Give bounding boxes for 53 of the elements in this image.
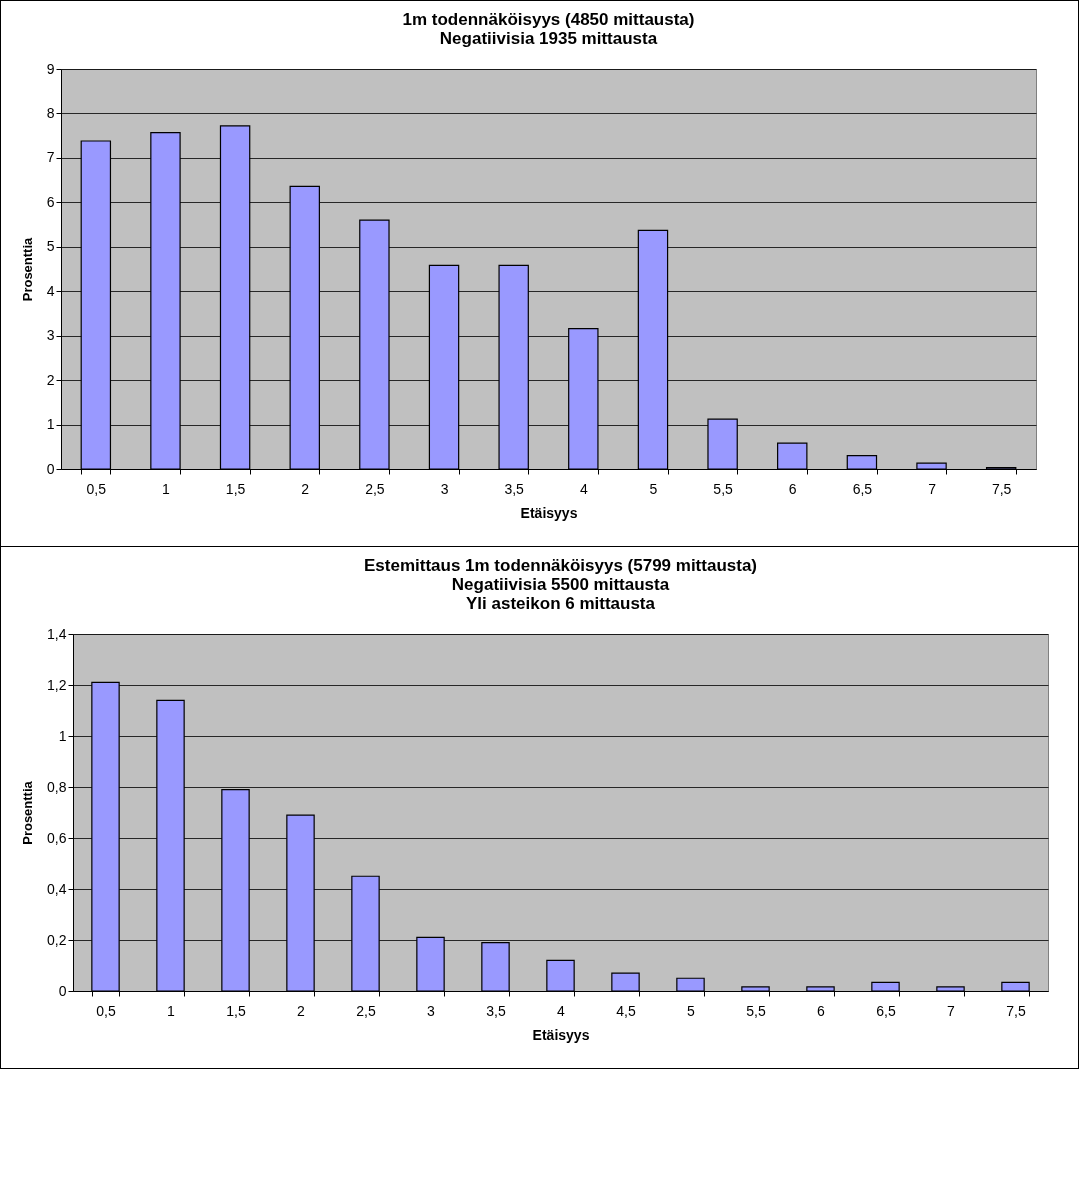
x-tick-label: 1 [162,480,171,497]
x-tick-label: 4,5 [616,1002,636,1019]
x-tick-label: 6,5 [852,480,873,497]
chart-title: Estemittaus 1m todennäköisyys (5799 mittausta) Negatiivisia 5500 mittausta Yli asteikon 6 mittausta [363,556,758,613]
x-axis-title: Etäisyys [520,504,578,521]
x-tick-label: 7,5 [991,480,1012,497]
y-tick-label: 0 [58,982,67,999]
x-tick-label: 5,5 [746,1002,766,1019]
y-tick-label: 0,8 [47,778,67,795]
x-tick-label: 2,5 [365,480,385,497]
x-tick-label: 4 [557,1002,566,1019]
y-tick-label: 7 [46,149,55,166]
x-tick-label: 1 [167,1002,176,1019]
x-tick-label: 6 [788,480,797,497]
x-tick-label: 2,5 [356,1002,376,1019]
x-tick-label: 2 [297,1002,306,1019]
x-tick-label: 1,5 [225,480,246,497]
x-tick-label: 0,5 [86,480,107,497]
x-tick-label: 4 [579,480,588,497]
y-tick-label: 1,4 [47,625,67,642]
y-tick-label: 5 [46,238,55,255]
y-tick-label: 8 [46,104,55,121]
x-tick-label: 3 [427,1002,436,1019]
x-tick-label: 5 [649,480,658,497]
y-axis-title: Prosenttia [20,780,36,845]
y-tick-label: 1,2 [47,676,67,693]
x-tick-label: 7 [947,1002,956,1019]
x-tick-label: 7 [928,480,937,497]
x-tick-label: 5 [687,1002,696,1019]
x-tick-label: 0,5 [96,1002,116,1019]
y-tick-label: 2 [46,371,55,388]
y-tick-label: 1 [46,416,55,433]
y-tick-label: 4 [46,282,55,299]
y-tick-label: 0 [46,460,55,477]
x-axis-title: Etäisyys [532,1026,590,1043]
x-tick-label: 2 [301,480,310,497]
x-tick-label: 5,5 [713,480,734,497]
y-tick-label: 6 [46,193,55,210]
x-tick-label: 6 [817,1002,826,1019]
x-tick-label: 6,5 [876,1002,896,1019]
x-tick-label: 3 [440,480,449,497]
y-tick-label: 0,6 [47,829,67,846]
chart-title: 1m todennäköisyys (4850 mittausta) Negatiivisia 1935 mittausta [402,10,695,48]
y-tick-label: 3 [46,327,55,344]
y-tick-label: 0,4 [47,880,67,897]
x-tick-label: 3,5 [486,1002,506,1019]
y-axis-title: Prosenttia [19,236,35,302]
y-tick-label: 0,2 [47,931,67,948]
x-tick-label: 3,5 [504,480,525,497]
y-tick-label: 9 [46,60,55,77]
x-tick-label: 7,5 [1006,1002,1026,1019]
y-tick-label: 1 [58,727,67,744]
x-tick-label: 1,5 [226,1002,246,1019]
